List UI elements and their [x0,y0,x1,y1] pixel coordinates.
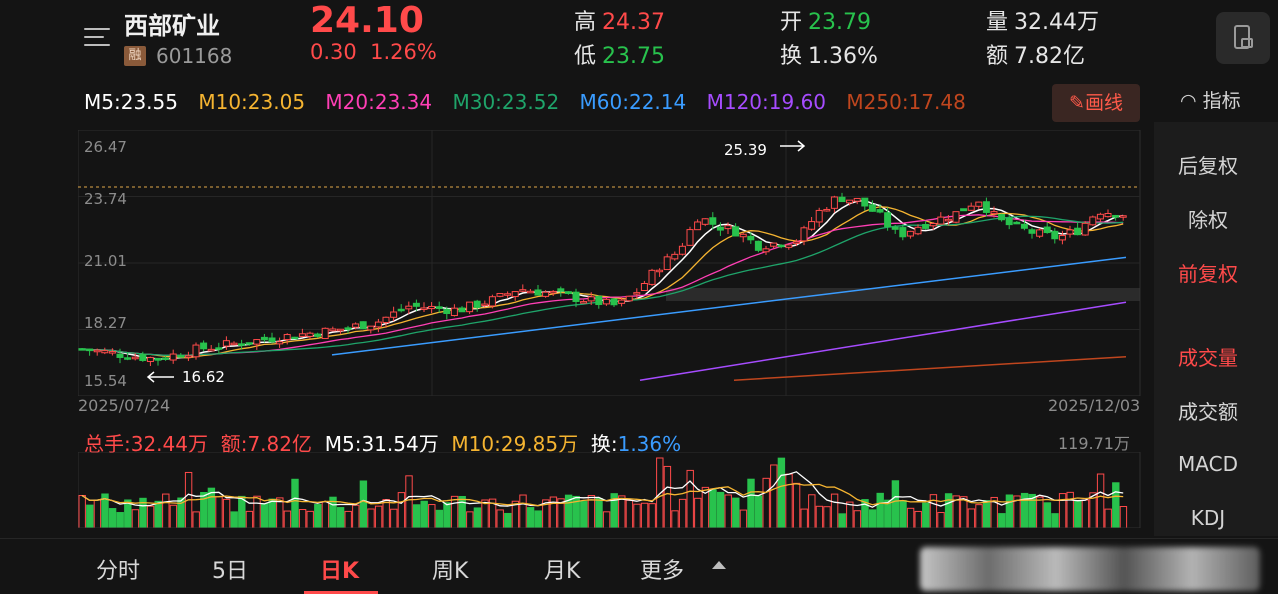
tab-weekly-k[interactable]: 周K [432,559,469,584]
landscape-toggle-button[interactable] [1216,12,1270,64]
tab-daily-k[interactable]: 日K [320,559,360,584]
menu-icon[interactable] [84,26,110,48]
tab-more[interactable]: 更多 [640,559,685,584]
indicator-side-panel: 后复权 除权 前复权 成交量 成交额 MACD KDJ [1154,122,1278,536]
volume-max: 119.71万 [1058,434,1130,453]
chart-end-date: 2025/12/03 [1048,396,1141,415]
caret-up-icon[interactable] [712,561,726,569]
side-item-volume[interactable]: 成交量 [1178,346,1238,370]
ma20-value: M20:23.34 [325,90,433,114]
ma250-value: M250:17.48 [846,90,966,114]
gauge-icon: ◠ [1180,90,1197,112]
y-tick-label: 23.74 [84,190,127,208]
y-tick-label: 26.47 [84,138,127,156]
phone-rotate-icon [1234,25,1253,49]
arrow-left-icon [146,371,174,383]
indicator-button[interactable]: ◠ 指标 [1180,90,1241,112]
high-price: 高 24.37 [574,10,665,35]
ma120-value: M120:19.60 [706,90,827,114]
stock-name: 西部矿业 [124,12,220,40]
ma5-value: M5:23.55 [84,90,178,114]
side-item-macd[interactable]: MACD [1178,452,1238,476]
side-item-kdj[interactable]: KDJ [1190,506,1226,530]
y-tick-label: 18.27 [84,314,127,332]
tab-5day[interactable]: 5日 [212,559,248,584]
change-value: 0.30 [310,40,357,64]
volume: 量 32.44万 [986,10,1099,35]
low-price: 低 23.75 [574,44,665,69]
draw-line-button[interactable]: ✎画线 [1052,84,1140,122]
turnover-rate: 换 1.36% [780,44,878,69]
side-item-pre-adjusted[interactable]: 前复权 [1178,262,1238,286]
margin-badge: 融 [124,46,146,66]
chart-start-date: 2025/07/24 [78,396,171,415]
low-mark-label: 16.62 [182,368,225,386]
active-tab-indicator [304,591,378,594]
change-percent: 1.26% [370,40,437,64]
high-mark-label: 25.39 [724,141,767,159]
stock-code: 601168 [156,44,233,68]
open-price: 开 23.79 [780,10,871,35]
ma10-value: M10:23.05 [198,90,306,114]
arrow-right-icon [780,140,806,152]
y-tick-label: 15.54 [84,372,127,390]
volume-chart[interactable] [78,452,1142,528]
ma60-value: M60:22.14 [579,90,687,114]
price-change: 0.30 1.26% [310,40,437,64]
tab-intraday[interactable]: 分时 [96,559,141,584]
candlestick-chart[interactable]: 26.47 23.74 21.01 18.27 15.54 25.39 16.62 [78,130,1142,396]
ma30-value: M30:23.52 [452,90,560,114]
current-price: 24.10 [310,0,424,41]
side-item-ex-rights[interactable]: 除权 [1188,208,1228,232]
ma-legend: M5:23.55 M10:23.05 M20:23.34 M30:23.52 M… [84,90,980,114]
period-tabs: 分时 5日 日K 周K 月K 更多 [0,538,1278,594]
tab-monthly-k[interactable]: 月K [544,559,581,584]
pencil-icon: ✎ [1069,92,1085,114]
blurred-watermark [920,547,1260,591]
amount: 额 7.82亿 [986,44,1086,69]
y-tick-label: 21.01 [84,252,127,270]
side-item-post-adjusted[interactable]: 后复权 [1178,154,1238,178]
side-item-amount[interactable]: 成交额 [1178,400,1238,424]
